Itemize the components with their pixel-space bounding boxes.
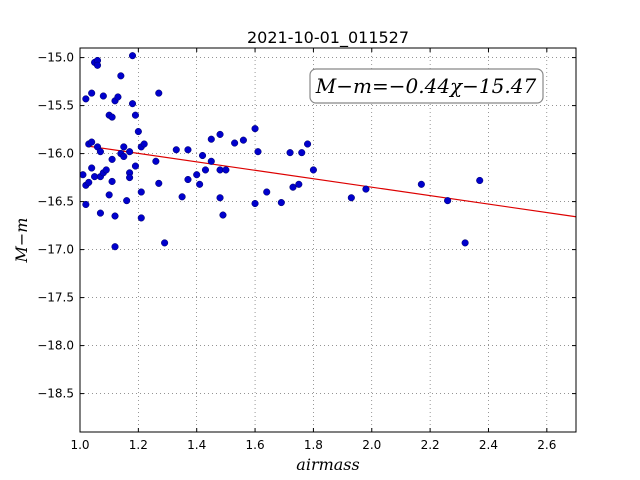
- data-point: [111, 243, 119, 251]
- fit-line: [85, 145, 576, 218]
- y-tick-label: −16.0: [37, 147, 74, 161]
- y-tick-label: −15.5: [37, 99, 74, 113]
- grid: [79, 48, 576, 432]
- data-point: [96, 148, 104, 156]
- data-point: [201, 166, 210, 174]
- data-point: [131, 111, 139, 119]
- data-point: [196, 180, 204, 188]
- y-axis-label: M−m: [12, 218, 31, 264]
- data-point: [231, 139, 239, 147]
- data-point: [286, 149, 294, 157]
- y-axis: −15.0 −15.5 −16.0 −16.5 −17.0 −17.5 −18.0 −18.5: [37, 51, 576, 401]
- data-point: [96, 209, 104, 217]
- data-point: [99, 92, 107, 100]
- data-point: [362, 185, 370, 193]
- data-point: [120, 152, 128, 161]
- data-point: [88, 138, 96, 146]
- y-tick-label: −16.5: [37, 195, 74, 209]
- data-point: [216, 130, 224, 138]
- data-point: [216, 194, 224, 202]
- data-point: [80, 171, 87, 179]
- data-point: [82, 95, 90, 103]
- data-point: [251, 125, 259, 133]
- y-tick-label: −18.5: [37, 387, 74, 401]
- data-point: [207, 135, 215, 143]
- data-point: [172, 146, 180, 154]
- data-point: [126, 174, 134, 182]
- data-point: [263, 188, 271, 196]
- data-point: [184, 146, 192, 154]
- x-tick-label: 1.2: [129, 438, 148, 452]
- y-tick-label: −17.5: [37, 291, 74, 305]
- x-tick-label: 2.6: [537, 438, 556, 452]
- data-point: [108, 113, 116, 121]
- data-point: [155, 89, 163, 97]
- data-point: [152, 157, 160, 165]
- data-point: [277, 199, 285, 207]
- chart-title: 2021-10-01_011527: [247, 28, 409, 48]
- y-tick-label: −15.0: [37, 51, 74, 65]
- data-point: [161, 239, 169, 247]
- data-point: [108, 155, 116, 163]
- data-point: [105, 191, 113, 199]
- data-point: [254, 148, 262, 156]
- x-tick-label: 2.4: [479, 438, 498, 452]
- data-point: [198, 151, 207, 160]
- data-point: [140, 140, 148, 148]
- data-point: [461, 239, 469, 247]
- fit-equation: M−m=−0.44χ−15.47: [315, 74, 537, 98]
- data-point: [128, 52, 137, 60]
- data-point: [184, 175, 192, 184]
- data-point: [88, 164, 96, 172]
- data-point: [309, 166, 317, 174]
- x-axis: 1.0 1.2 1.4 1.6 1.8 2.0 2.2 2.4 2.6: [70, 48, 556, 452]
- y-tick-label: −18.0: [37, 339, 74, 353]
- data-point: [239, 136, 247, 144]
- data-point: [120, 143, 128, 151]
- y-tick-label: −17.0: [37, 243, 74, 257]
- data-point: [93, 61, 102, 69]
- data-point: [304, 140, 312, 148]
- data-point: [126, 148, 134, 156]
- data-point: [417, 180, 425, 188]
- data-point: [85, 178, 93, 186]
- data-point: [219, 211, 227, 219]
- x-tick-label: 1.8: [304, 438, 323, 452]
- data-point: [137, 188, 145, 196]
- data-point: [178, 193, 186, 201]
- data-point: [222, 166, 230, 174]
- x-tick-label: 2.0: [362, 438, 381, 452]
- data-point: [207, 157, 215, 165]
- data-point: [102, 166, 110, 174]
- data-point: [347, 194, 355, 202]
- data-point: [289, 183, 297, 191]
- data-point: [295, 180, 303, 188]
- x-axis-label: airmass: [296, 455, 359, 474]
- data-point: [111, 212, 119, 220]
- data-point: [251, 199, 259, 208]
- data-point: [128, 100, 137, 108]
- x-tick-label: 1.4: [187, 438, 206, 452]
- x-tick-label: 1.6: [246, 438, 265, 452]
- data-point: [82, 200, 90, 209]
- x-tick-label: 2.2: [421, 438, 440, 452]
- data-point: [123, 197, 131, 205]
- plot-frame: [79, 47, 577, 433]
- x-tick-label: 1.0: [70, 438, 89, 452]
- data-point: [131, 162, 139, 170]
- data-point: [108, 177, 116, 185]
- data-point: [117, 72, 125, 80]
- data-point: [155, 179, 163, 187]
- data-point: [476, 176, 484, 185]
- annotation-box: M−m=−0.44χ−15.47: [309, 68, 544, 104]
- data-point: [444, 197, 452, 205]
- data-point: [193, 171, 201, 179]
- data-point: [298, 149, 306, 157]
- data-point: [88, 89, 96, 97]
- data-point: [114, 93, 122, 101]
- data-point: [137, 214, 145, 222]
- data-point: [134, 127, 142, 136]
